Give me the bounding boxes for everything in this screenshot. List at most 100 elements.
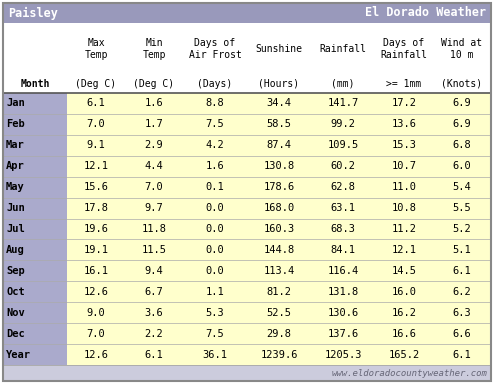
Bar (311, 344, 375, 365)
Text: 11.0: 11.0 (391, 182, 416, 192)
Bar (125, 323, 183, 344)
Text: 0.0: 0.0 (206, 245, 224, 255)
Bar (3, 75, 491, 93)
Text: 0.0: 0.0 (206, 266, 224, 276)
Text: 0.0: 0.0 (206, 224, 224, 234)
Text: 9.4: 9.4 (145, 266, 164, 276)
Text: 2.2: 2.2 (145, 329, 164, 339)
Bar (247, 198, 311, 218)
Bar (3, 177, 67, 198)
Bar (433, 93, 491, 114)
Bar (183, 302, 247, 323)
Bar (3, 281, 67, 302)
Text: (Deg C): (Deg C) (133, 79, 174, 89)
Text: (Days): (Days) (198, 79, 233, 89)
Bar (433, 281, 491, 302)
Text: 16.1: 16.1 (83, 266, 109, 276)
Bar (247, 114, 311, 135)
Bar (375, 135, 433, 156)
Bar (183, 135, 247, 156)
Bar (433, 260, 491, 281)
Bar (183, 114, 247, 135)
Bar (125, 218, 183, 240)
Bar (3, 302, 67, 323)
Text: 116.4: 116.4 (328, 266, 359, 276)
Text: >= 1mm: >= 1mm (386, 79, 421, 89)
Text: 1.6: 1.6 (145, 98, 164, 108)
Bar (311, 177, 375, 198)
Text: 19.1: 19.1 (83, 245, 109, 255)
Bar (67, 323, 125, 344)
Bar (183, 260, 247, 281)
Text: Month: Month (20, 79, 50, 89)
Bar (433, 156, 491, 177)
Bar (125, 344, 183, 365)
Text: (Deg C): (Deg C) (76, 79, 117, 89)
Text: Jun: Jun (6, 203, 25, 213)
Bar (183, 281, 247, 302)
Text: 17.8: 17.8 (83, 203, 109, 213)
Text: Min
Temp: Min Temp (142, 38, 166, 60)
Text: 130.8: 130.8 (263, 161, 294, 171)
Bar (125, 156, 183, 177)
Text: 7.0: 7.0 (86, 329, 105, 339)
Bar (375, 114, 433, 135)
Bar (67, 281, 125, 302)
Bar (3, 344, 67, 365)
Bar (433, 218, 491, 240)
Text: 6.9: 6.9 (453, 119, 471, 129)
Bar (67, 302, 125, 323)
Text: Jul: Jul (6, 224, 25, 234)
Text: 16.6: 16.6 (391, 329, 416, 339)
Text: 0.0: 0.0 (206, 203, 224, 213)
Text: Feb: Feb (6, 119, 25, 129)
Text: 1.1: 1.1 (206, 287, 224, 297)
Text: 141.7: 141.7 (328, 98, 359, 108)
Text: www.eldoradocountyweather.com: www.eldoradocountyweather.com (331, 369, 487, 377)
Bar (247, 218, 311, 240)
Text: 15.3: 15.3 (391, 140, 416, 150)
Text: 178.6: 178.6 (263, 182, 294, 192)
Text: 6.1: 6.1 (145, 349, 164, 359)
Bar (3, 3, 491, 23)
Text: Jan: Jan (6, 98, 25, 108)
Text: 165.2: 165.2 (388, 349, 419, 359)
Text: 5.4: 5.4 (453, 182, 471, 192)
Text: 6.7: 6.7 (145, 287, 164, 297)
Text: 34.4: 34.4 (266, 98, 291, 108)
Text: 84.1: 84.1 (330, 245, 356, 255)
Text: 6.1: 6.1 (86, 98, 105, 108)
Text: 1205.3: 1205.3 (324, 349, 362, 359)
Bar (247, 177, 311, 198)
Text: 5.2: 5.2 (453, 224, 471, 234)
Bar (311, 323, 375, 344)
Bar (247, 240, 311, 260)
Text: 9.7: 9.7 (145, 203, 164, 213)
Text: 10.7: 10.7 (391, 161, 416, 171)
Bar (183, 323, 247, 344)
Text: Apr: Apr (6, 161, 25, 171)
Bar (375, 260, 433, 281)
Bar (311, 218, 375, 240)
Bar (311, 198, 375, 218)
Bar (3, 114, 67, 135)
Bar (3, 240, 67, 260)
Text: 58.5: 58.5 (266, 119, 291, 129)
Text: 52.5: 52.5 (266, 308, 291, 318)
Bar (311, 135, 375, 156)
Bar (125, 302, 183, 323)
Bar (3, 156, 67, 177)
Text: Year: Year (6, 349, 31, 359)
Text: 7.5: 7.5 (206, 119, 224, 129)
Text: (mm): (mm) (331, 79, 355, 89)
Text: 5.3: 5.3 (206, 308, 224, 318)
Text: 9.0: 9.0 (86, 308, 105, 318)
Text: 29.8: 29.8 (266, 329, 291, 339)
Bar (3, 23, 491, 75)
Bar (433, 302, 491, 323)
Text: 62.8: 62.8 (330, 182, 356, 192)
Text: 15.6: 15.6 (83, 182, 109, 192)
Text: 1239.6: 1239.6 (260, 349, 298, 359)
Bar (67, 114, 125, 135)
Bar (3, 218, 67, 240)
